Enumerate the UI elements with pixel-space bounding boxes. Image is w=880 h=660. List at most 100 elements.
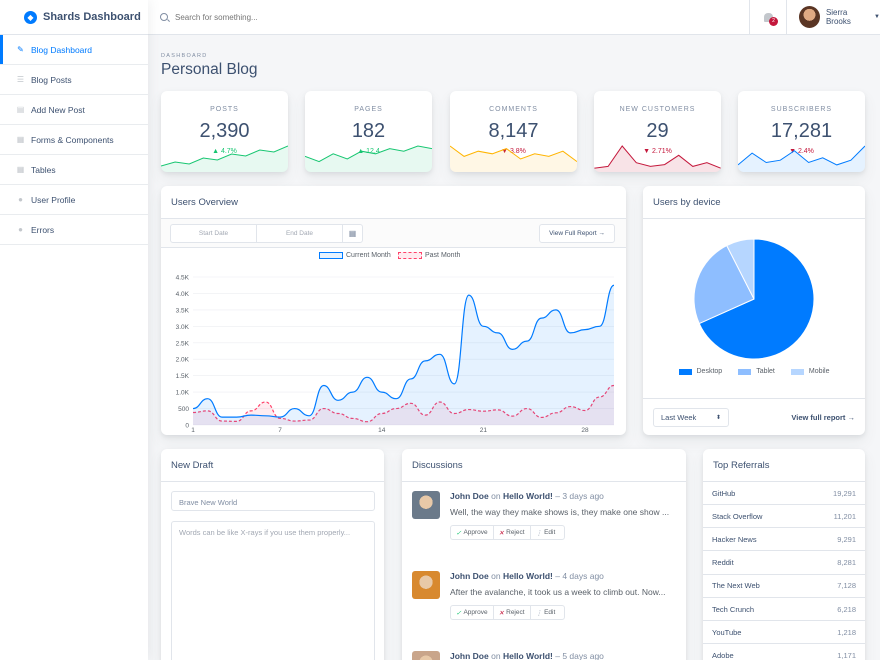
referral-row[interactable]: Reddit 8,281 [703, 552, 865, 575]
stat-change: ▼ 3.8% [450, 148, 577, 155]
brand[interactable]: ◆ Shards Dashboard [0, 0, 148, 35]
users-overview-title: Users Overview [161, 186, 626, 219]
y-tick-label: 2.0K [176, 357, 190, 364]
legend-tablet[interactable]: Tablet [738, 368, 775, 375]
stat-label: POSTS [210, 106, 239, 113]
calendar-icon[interactable]: ▦ [348, 229, 357, 238]
series-line [192, 384, 615, 423]
sparkline-line [594, 145, 721, 169]
x-tick-label: 1 [191, 427, 195, 434]
sidebar-item-label: User Profile [31, 194, 76, 205]
comment-author[interactable]: John Doe [450, 571, 489, 581]
referral-row[interactable]: Hacker News 9,291 [703, 528, 865, 552]
pie-slice-tablet[interactable] [693, 244, 755, 325]
arrow-down-icon: ▼ [643, 148, 651, 155]
legend-mobile[interactable]: Mobile [790, 368, 830, 375]
date-range: Start Date End Date ▦ [170, 224, 363, 243]
caret-down-icon: ▼ [874, 14, 880, 20]
approve-button[interactable]: ✓ Approve [451, 606, 494, 619]
referral-source: Tech Crunch [712, 604, 755, 614]
legend-desktop[interactable]: Desktop [678, 368, 722, 375]
comment-author[interactable]: John Doe [450, 651, 489, 660]
pie-slice-desktop[interactable] [698, 238, 815, 360]
stat-change-value: 3.8% [509, 148, 526, 155]
check-icon: ✓ [456, 529, 462, 537]
edit-label: Edit [544, 609, 556, 616]
comment-author[interactable]: John Doe [450, 491, 489, 501]
x-tick-label: 21 [480, 427, 488, 434]
end-date-input[interactable]: End Date [257, 225, 343, 242]
discussion-header: John Doe on Hello World! – 3 days ago [450, 491, 682, 501]
comment-post-link[interactable]: Hello World! [502, 571, 553, 581]
discussion-header: John Doe on Hello World! – 5 days ago [450, 651, 682, 660]
referral-row[interactable]: The Next Web 7,128 [703, 575, 865, 598]
legend-label: Past Month [425, 252, 461, 259]
edit-button[interactable]: ⋮ Edit [531, 606, 561, 619]
y-tick-label: 3.5K [176, 307, 190, 314]
stat-card-subscribers: SUBSCRIBERS 17,281 ▼ 2.4% [738, 91, 865, 172]
reject-label: Reject [506, 609, 525, 616]
sidebar-item-blog-posts[interactable]: ☰ Blog Posts [0, 65, 148, 95]
discussion-body: John Doe on Hello World! – 5 days ago [450, 651, 682, 660]
notifications-button[interactable]: 2 [749, 0, 786, 35]
user-menu[interactable]: Sierra Brooks ▼ [786, 0, 880, 35]
sidebar-item-label: Errors [31, 224, 55, 235]
referral-source: YouTube [712, 627, 742, 637]
x-tick-label: 14 [378, 427, 386, 434]
referral-row[interactable]: Adobe 1,171 [703, 644, 865, 660]
discussion-header: John Doe on Hello World! – 4 days ago [450, 571, 682, 581]
legend-label: Tablet [756, 368, 775, 375]
draft-title-input[interactable]: Brave New World [171, 491, 375, 511]
referral-row[interactable]: GitHub 19,291 [703, 482, 865, 505]
legend-swatch-current [319, 252, 343, 259]
stat-sparkline [305, 145, 432, 172]
avatar [412, 651, 440, 660]
edit-button[interactable]: ⋮ Edit [531, 526, 561, 539]
comment-post-link[interactable]: Hello World! [502, 491, 553, 501]
comment-actions: ✓ Approve ✕ Reject ⋮ Edit [450, 605, 565, 620]
user-name: Sierra Brooks [825, 8, 851, 26]
comment-time: – 3 days ago [555, 491, 604, 501]
referral-row[interactable]: Tech Crunch 6,218 [703, 598, 865, 621]
reject-button[interactable]: ✕ Reject [494, 606, 531, 619]
approve-button[interactable]: ✓ Approve [451, 526, 494, 539]
stat-value: 8,147 [488, 120, 539, 142]
legend-past-month[interactable]: Past Month [398, 252, 460, 259]
discussions-title: Discussions [402, 449, 686, 482]
sidebar-item-errors[interactable]: ● Errors [0, 215, 148, 245]
sidebar-item-label: Add New Post [31, 104, 85, 115]
sidebar-item-blog-dashboard[interactable]: ✎ Blog Dashboard [0, 35, 148, 65]
period-select[interactable]: Last Week ⬍ [653, 407, 729, 427]
reject-button[interactable]: ✕ Reject [494, 526, 531, 539]
view-full-report-link[interactable]: View full report → [791, 412, 855, 422]
y-tick-label: 0 [185, 423, 189, 430]
sidebar-item-tables[interactable]: ▦ Tables [0, 155, 148, 185]
referral-row[interactable]: Stack Overflow 11,201 [703, 505, 865, 529]
sidebar-item-forms-components[interactable]: ▦ Forms & Components [0, 125, 148, 155]
stat-value: 29 [646, 120, 669, 142]
sparkline-line [738, 145, 865, 166]
search-input[interactable] [175, 12, 475, 22]
reject-label: Reject [506, 529, 525, 536]
sparkline-area [450, 146, 577, 172]
sidebar-item-add-new-post[interactable]: ▤ Add New Post [0, 95, 148, 125]
comment-actions: ✓ Approve ✕ Reject ⋮ Edit [450, 525, 565, 540]
legend-current-month[interactable]: Current Month [319, 252, 391, 259]
referral-count: 7,128 [837, 581, 856, 591]
view-full-report-button[interactable]: View Full Report → [539, 224, 615, 243]
search-icon [160, 13, 168, 21]
comment-text: Well, the way they make shows is, they m… [450, 507, 670, 517]
pie-slice-mobile[interactable] [726, 238, 755, 300]
draft-body-textarea[interactable]: Words can be like X-rays if you use them… [171, 521, 375, 660]
stat-sparkline [594, 145, 721, 172]
stat-value: 2,390 [199, 120, 250, 142]
sidebar-item-user-profile[interactable]: ● User Profile [0, 185, 148, 215]
referral-row[interactable]: YouTube 1,218 [703, 621, 865, 645]
y-tick-label: 4.5K [176, 275, 190, 282]
avatar [412, 491, 440, 519]
discussion-body: John Doe on Hello World! – 4 days ago Aft… [450, 571, 682, 620]
comment-post-link[interactable]: Hello World! [502, 651, 553, 660]
start-date-input[interactable]: Start Date [171, 225, 257, 242]
note-icon: ▤ [16, 105, 25, 114]
period-select-value: Last Week [661, 412, 697, 422]
